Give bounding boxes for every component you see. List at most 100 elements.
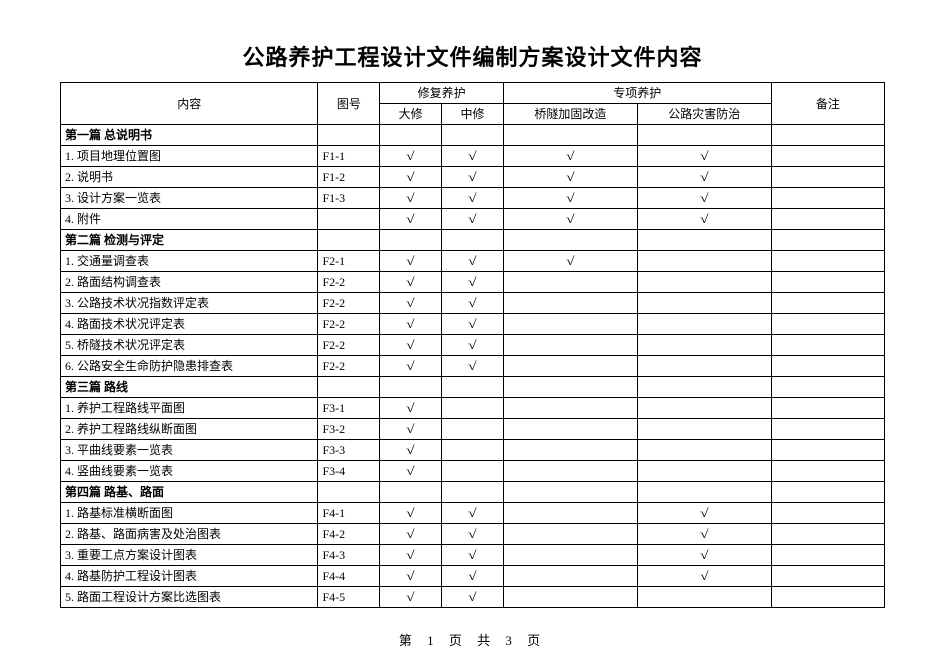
remark-cell (771, 251, 884, 272)
check-cell: √ (380, 587, 442, 608)
check-cell (503, 524, 637, 545)
check-icon: √ (406, 210, 415, 228)
th-special-bridge: 桥隧加固改造 (503, 104, 637, 125)
check-cell: √ (380, 545, 442, 566)
check-cell (503, 440, 637, 461)
item-label: 1. 项目地理位置图 (61, 146, 318, 167)
check-cell (637, 356, 771, 377)
check-icon: √ (406, 315, 415, 333)
check-cell (503, 398, 637, 419)
check-cell (637, 251, 771, 272)
item-label: 4. 路面技术状况评定表 (61, 314, 318, 335)
remark-cell (771, 566, 884, 587)
empty-cell (442, 125, 504, 146)
empty-cell (771, 482, 884, 503)
check-icon: √ (406, 546, 415, 564)
check-cell: √ (380, 356, 442, 377)
section-label: 第二篇 检测与评定 (61, 230, 318, 251)
check-icon: √ (406, 294, 415, 312)
figure-number: F4-4 (318, 566, 380, 587)
th-content: 内容 (61, 83, 318, 125)
check-icon: √ (406, 399, 415, 417)
check-cell: √ (442, 524, 504, 545)
check-icon: √ (468, 315, 477, 333)
table-row: 5. 路面工程设计方案比选图表F4-5√√ (61, 587, 885, 608)
check-cell: √ (380, 293, 442, 314)
check-cell (503, 335, 637, 356)
check-cell: √ (442, 146, 504, 167)
table-row: 2. 养护工程路线纵断面图F3-2√ (61, 419, 885, 440)
check-icon: √ (406, 189, 415, 207)
check-cell (503, 545, 637, 566)
remark-cell (771, 314, 884, 335)
remark-cell (771, 587, 884, 608)
th-repair-major: 大修 (380, 104, 442, 125)
remark-cell (771, 545, 884, 566)
figure-number: F4-1 (318, 503, 380, 524)
item-label: 5. 路面工程设计方案比选图表 (61, 587, 318, 608)
table-row: 5. 桥隧技术状况评定表F2-2√√ (61, 335, 885, 356)
check-icon: √ (700, 546, 709, 564)
empty-cell (637, 125, 771, 146)
figure-number: F4-5 (318, 587, 380, 608)
check-icon: √ (566, 147, 575, 165)
table-row: 第一篇 总说明书 (61, 125, 885, 146)
check-icon: √ (406, 567, 415, 585)
check-cell: √ (380, 398, 442, 419)
item-label: 3. 设计方案一览表 (61, 188, 318, 209)
check-cell: √ (637, 503, 771, 524)
remark-cell (771, 335, 884, 356)
figure-number: F1-1 (318, 146, 380, 167)
check-icon: √ (566, 210, 575, 228)
remark-cell (771, 440, 884, 461)
empty-cell (442, 482, 504, 503)
check-cell: √ (442, 566, 504, 587)
check-icon: √ (468, 189, 477, 207)
item-label: 3. 重要工点方案设计图表 (61, 545, 318, 566)
table-row: 4. 路基防护工程设计图表F4-4√√√ (61, 566, 885, 587)
check-cell: √ (442, 335, 504, 356)
check-icon: √ (700, 504, 709, 522)
check-icon: √ (700, 189, 709, 207)
check-cell: √ (637, 566, 771, 587)
check-cell: √ (380, 461, 442, 482)
check-cell (503, 566, 637, 587)
check-cell: √ (442, 209, 504, 230)
table-row: 1. 养护工程路线平面图F3-1√ (61, 398, 885, 419)
check-cell: √ (442, 356, 504, 377)
empty-cell (771, 377, 884, 398)
check-icon: √ (566, 168, 575, 186)
th-repair-mid: 中修 (442, 104, 504, 125)
check-icon: √ (566, 252, 575, 270)
check-cell: √ (503, 251, 637, 272)
remark-cell (771, 503, 884, 524)
check-cell: √ (637, 545, 771, 566)
remark-cell (771, 356, 884, 377)
item-label: 5. 桥隧技术状况评定表 (61, 335, 318, 356)
figure-number: F3-3 (318, 440, 380, 461)
th-special-disaster: 公路灾害防治 (637, 104, 771, 125)
check-icon: √ (468, 147, 477, 165)
item-label: 4. 附件 (61, 209, 318, 230)
table-row: 第三篇 路线 (61, 377, 885, 398)
check-cell: √ (442, 545, 504, 566)
figure-number: F3-4 (318, 461, 380, 482)
check-cell (503, 587, 637, 608)
empty-cell (318, 125, 380, 146)
empty-cell (318, 482, 380, 503)
check-cell: √ (442, 272, 504, 293)
empty-cell (318, 377, 380, 398)
check-cell (637, 587, 771, 608)
check-icon: √ (468, 357, 477, 375)
table-row: 第二篇 检测与评定 (61, 230, 885, 251)
empty-cell (380, 125, 442, 146)
table-row: 1. 项目地理位置图F1-1√√√√ (61, 146, 885, 167)
item-label: 2. 路基、路面病害及处治图表 (61, 524, 318, 545)
item-label: 3. 平曲线要素一览表 (61, 440, 318, 461)
table-row: 2. 说明书F1-2√√√√ (61, 167, 885, 188)
figure-number: F2-2 (318, 293, 380, 314)
figure-number: F2-2 (318, 335, 380, 356)
remark-cell (771, 188, 884, 209)
th-remark: 备注 (771, 83, 884, 125)
check-icon: √ (406, 168, 415, 186)
